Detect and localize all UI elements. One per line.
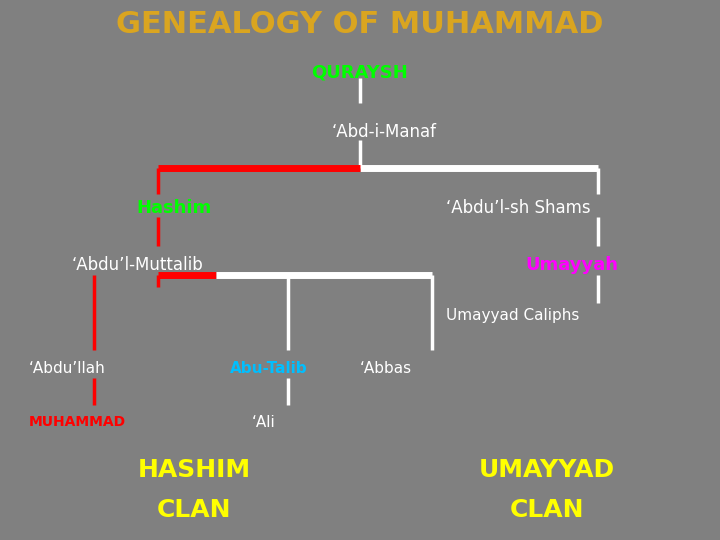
Text: ‘Abdu’l-sh Shams: ‘Abdu’l-sh Shams — [446, 199, 591, 217]
Text: Abu-Talib: Abu-Talib — [230, 361, 308, 376]
Text: MUHAMMAD: MUHAMMAD — [29, 415, 126, 429]
Text: HASHIM: HASHIM — [138, 458, 251, 482]
Text: ‘Abdu’llah: ‘Abdu’llah — [29, 361, 106, 376]
Text: Hashim: Hashim — [137, 199, 212, 217]
Text: ‘Abdu’l-Muttalib: ‘Abdu’l-Muttalib — [72, 255, 204, 274]
Text: CLAN: CLAN — [157, 498, 232, 522]
Text: Umayyah: Umayyah — [526, 255, 618, 274]
Text: CLAN: CLAN — [510, 498, 585, 522]
Text: ‘Abbas: ‘Abbas — [360, 361, 412, 376]
Text: QURAYSH: QURAYSH — [312, 64, 408, 82]
Text: GENEALOGY OF MUHAMMAD: GENEALOGY OF MUHAMMAD — [116, 10, 604, 39]
Text: ‘Abd-i-Manaf: ‘Abd-i-Manaf — [331, 123, 436, 141]
Text: UMAYYAD: UMAYYAD — [479, 458, 616, 482]
Text: Umayyad Caliphs: Umayyad Caliphs — [446, 308, 580, 323]
Text: ‘Ali: ‘Ali — [252, 415, 276, 430]
